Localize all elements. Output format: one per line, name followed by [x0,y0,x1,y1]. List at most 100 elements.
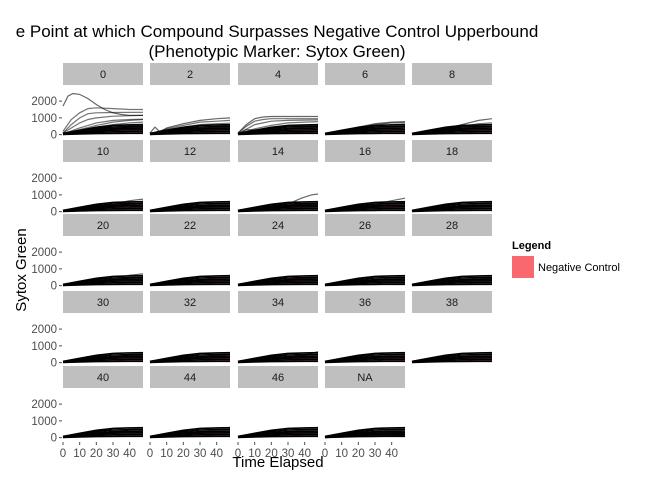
facet-strip [238,291,318,313]
x-tick-label: 0 [147,448,153,460]
facet-strip [238,140,318,162]
compound-line [62,200,144,212]
compound-line [411,200,493,212]
facet-plot-area [237,274,319,287]
compound-line [237,119,319,135]
compound-line [237,118,318,134]
compound-line [62,92,143,117]
compound-line [62,118,144,135]
facet-strip-label: 38 [446,297,458,309]
facet-strip [325,366,405,388]
facet-plot-area [149,351,231,364]
x-tick-label: 10 [73,448,86,460]
legend: Legend Negative Control [512,240,620,278]
compound-line [149,123,231,135]
compound-line [62,123,144,135]
facet-panel: 12 [149,140,231,213]
facet-panel: 44 [149,366,231,439]
facet-panel: 34 [237,291,319,364]
facet-panel: 10 [62,140,144,213]
compound-line [149,117,231,134]
facet-plot-area [411,351,493,364]
facet-panel: 14 [237,140,319,213]
y-tick-label: 2000 [31,173,57,185]
facet-panel: 38 [411,291,493,364]
facet-plot-area [62,198,144,213]
facet-strip-label: 16 [359,146,371,158]
compound-line [324,426,406,438]
facet-strip [63,366,143,388]
facet-strip-label: 6 [362,69,368,81]
facet-panel: 4 [237,63,319,136]
facet-plot-area [411,118,493,136]
legend-swatch-negative-control [512,256,534,278]
y-tick-label: 2000 [31,247,57,259]
compound-line [149,426,231,438]
facet-strip [412,63,492,85]
facet-strip-label: 30 [97,297,109,309]
x-tick-label: 20 [177,448,190,460]
facet-strip [238,214,318,236]
y-tick-label: 0 [51,130,57,142]
facet-strip [150,366,230,388]
x-tick-label: 40 [298,448,311,460]
y-tick-label: 2000 [31,324,57,336]
facet-panel: 26 [324,214,406,287]
facet-panel: 2 [149,63,231,136]
y-tick-label: 1000 [31,264,57,276]
facet-strip [63,214,143,236]
facet-strip-label: 14 [272,146,284,158]
legend-label-negative-control: Negative Control [538,262,620,274]
facet-panel: 8 [411,63,493,136]
facet-strip-label: 40 [97,372,109,384]
facet-panel: 16 [324,140,406,213]
compound-line [149,119,231,135]
facet-strip-label: 10 [97,146,109,158]
facet-plot-area [149,426,231,439]
compound-line [62,107,143,132]
compound-line [237,351,319,363]
x-tick-label: 10 [248,448,261,460]
x-axis-title: Time Elapsed [232,454,323,471]
facet-strip-label: 22 [184,220,196,232]
facet-plot-area [62,92,144,136]
y-tick-label: 1000 [31,416,57,428]
x-tick-label: 30 [369,448,382,460]
compound-line [62,111,144,134]
facet-strip-label: 12 [184,146,196,158]
x-tick-label: 20 [90,448,103,460]
facet-strip-label: 8 [449,69,455,81]
facet-panel: 40 [62,366,144,439]
compound-line [62,274,144,286]
facet-strip-label: 36 [359,297,371,309]
facet-strip [150,291,230,313]
facet-plot-area [149,117,231,136]
facet-panel: 22 [149,214,231,287]
compound-line [62,114,144,134]
facet-panel: 18 [411,140,493,213]
facet-strip [150,63,230,85]
compound-line [62,426,144,438]
x-tick-label: 40 [385,448,398,460]
chart-title-line1: e Point at which Compound Surpasses Nega… [16,22,539,41]
facet-plot-area [62,426,144,439]
compound-line [149,274,231,286]
y-tick-label: 2000 [31,399,57,411]
facet-panel: 28 [411,214,493,287]
facet-panel: 20 [62,214,144,287]
facet-strip-label: 18 [446,146,458,158]
facet-panel: 46 [237,366,319,439]
facet-plot-area [149,274,231,287]
facet-plot-area [237,193,319,213]
x-tick-label: 40 [123,448,136,460]
x-axis-ticks: 0 10 20 30 40 0 10 20 30 40 0 10 20 30 40 0 10 20 30 40 [60,442,398,460]
facet-plot-area [237,351,319,364]
compound-line [324,200,406,212]
facet-plot-area [324,351,406,364]
y-tick-label: 0 [51,358,57,370]
facet-plot-area [324,426,406,439]
facet-plot-area [149,200,231,213]
facet-panel: 30 [62,291,144,364]
